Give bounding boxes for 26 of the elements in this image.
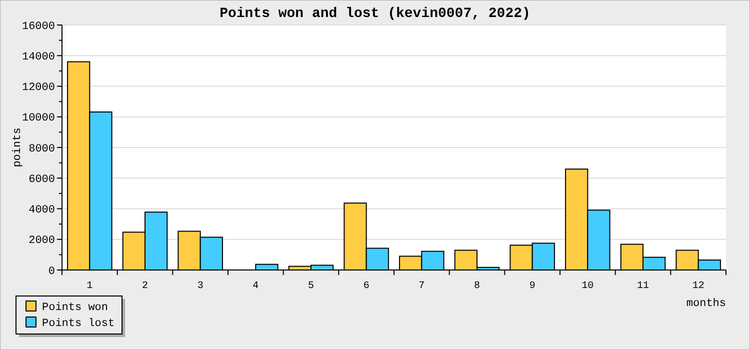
x-tick-label: 6 xyxy=(363,281,370,292)
y-tick-label: 12000 xyxy=(22,82,55,94)
y-tick-label: 4000 xyxy=(28,204,55,217)
x-tick-label: 3 xyxy=(197,281,204,292)
y-tick-label: 6000 xyxy=(28,174,55,186)
x-tick-label: 5 xyxy=(308,281,314,292)
x-tick-label: 12 xyxy=(692,281,704,292)
x-tick-label: 10 xyxy=(582,281,594,292)
x-tick-label: 2 xyxy=(142,281,148,292)
x-tick-label: 4 xyxy=(252,281,259,292)
legend-label: Points won xyxy=(42,302,108,314)
x-tick-label: 1 xyxy=(86,281,93,292)
x-tick-label: 7 xyxy=(418,281,425,292)
y-tick-label: 8000 xyxy=(28,143,55,156)
y-tick-label: 10000 xyxy=(22,112,55,125)
legend-label: Points lost xyxy=(42,318,115,330)
x-tick-label: 8 xyxy=(474,281,480,292)
y-tick-label: 16000 xyxy=(22,20,55,33)
y-axis-title: points xyxy=(12,128,24,168)
chart-title: Points won and lost (kevin0007, 2022) xyxy=(220,6,530,22)
x-tick-label: 9 xyxy=(529,281,536,292)
x-tick-label: 11 xyxy=(636,281,650,292)
y-tick-label: 2000 xyxy=(28,235,55,248)
y-tick-label: 0 xyxy=(48,266,55,278)
x-axis-title: months xyxy=(686,298,726,310)
y-tick-label: 14000 xyxy=(22,51,55,64)
